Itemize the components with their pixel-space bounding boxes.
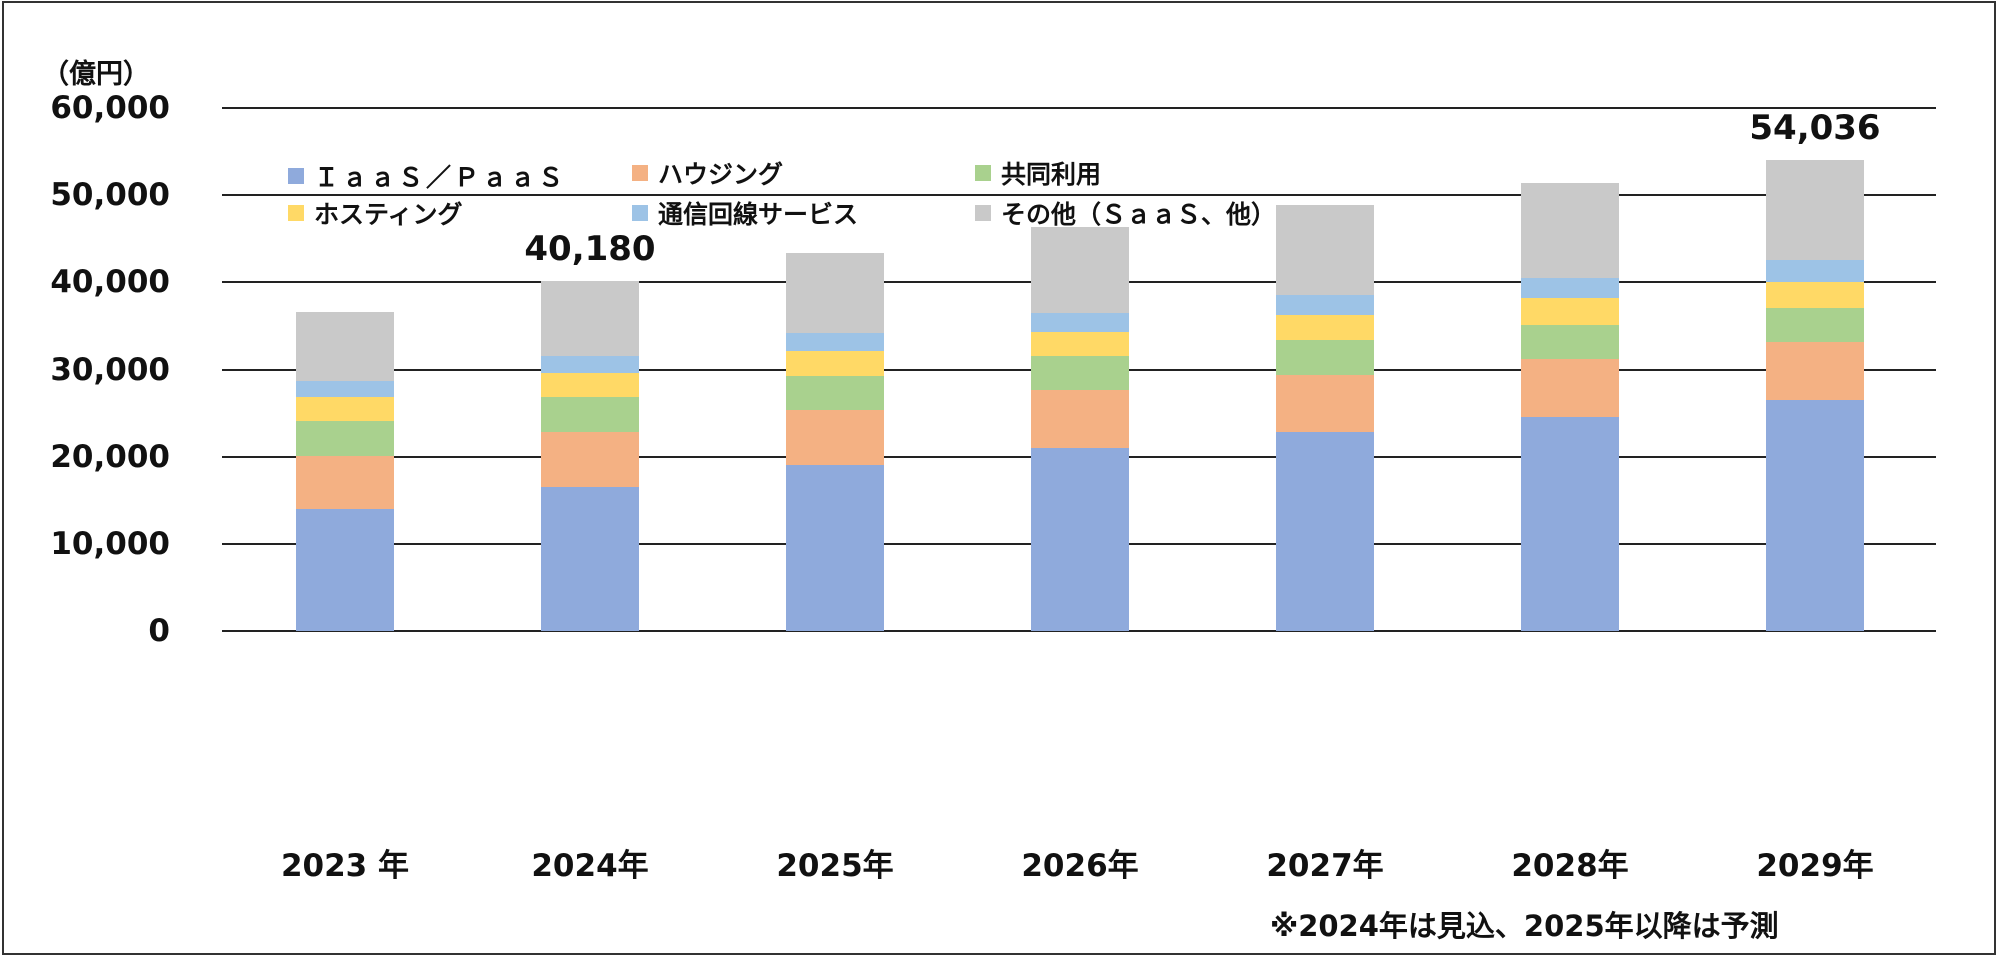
bar-segment [541,431,639,487]
y-tick-label: 20,000 [50,438,170,475]
legend-label: その他（ＳａａＳ、他） [1001,200,1277,229]
bar-segment [1031,356,1129,391]
bar-segment [1276,374,1374,432]
bar-segment [1031,447,1129,631]
bar-segment [541,486,639,631]
stacked-bar [786,253,884,631]
stacked-bar [296,312,394,631]
x-tick-label: 2027年 [1266,848,1384,884]
legend-item-other-saas: その他（ＳａａＳ、他） [975,195,1276,231]
x-tick-label: 2025年 [776,848,894,884]
bar-segment [1521,358,1619,417]
bar-segment [1521,278,1619,299]
bar-segment [1276,340,1374,375]
bar-segment [1276,205,1374,296]
bar-segment [1766,341,1864,401]
y-tick-label: 50,000 [50,177,170,214]
bar-segment [786,465,884,631]
y-tick-label: 30,000 [50,351,170,388]
y-axis-unit-label: （億円） [42,59,150,90]
legend-label: ＩａａＳ／ＰａａＳ [314,163,567,192]
bar-segment [296,396,394,421]
legend-label: ホスティング [314,200,463,229]
bar-segment [1521,182,1619,279]
legend-label: ハウジング [658,160,784,189]
legend-swatch-icon [288,205,304,221]
bar-segment [1766,400,1864,631]
legend-label: 共同利用 [1001,160,1102,189]
bar-segment [786,375,884,410]
legend-swatch-icon [632,165,648,181]
stacked-bar [1521,182,1619,631]
x-tick-label: 2023 年 [280,848,410,884]
x-tick-label: 2024年 [531,848,649,884]
x-tick-label: 2028年 [1511,848,1629,884]
bar-segment [1276,431,1374,631]
stacked-bar [541,280,639,631]
bar-segment [296,420,394,456]
stacked-bar [1766,159,1864,631]
bar-segment [296,312,394,381]
bar-segment [1521,298,1619,325]
bar-segment [1766,159,1864,261]
bar-segment [541,372,639,398]
bar-segment [786,333,884,352]
bar-segment [1276,295,1374,316]
x-tick-label: 2026年 [1021,848,1139,884]
stacked-bar [1031,227,1129,631]
total-value-label: 54,036 [1749,107,1881,148]
bar-segment [1031,313,1129,332]
legend-item-shared-use: 共同利用 [975,155,1101,191]
bar-segment [1521,324,1619,359]
y-tick-label: 60,000 [50,90,170,126]
legend-swatch-icon [288,168,304,184]
bar-segment [1521,416,1619,631]
x-tick-label: 2029年 [1756,848,1874,884]
bar-segment [1276,315,1374,341]
bar-segment [786,351,884,376]
bar-segment [1766,282,1864,309]
bar-segment [1031,331,1129,357]
gridline [222,630,1936,632]
legend-swatch-icon [975,165,991,181]
gridline [222,107,1936,109]
y-tick-label: 10,000 [50,525,170,562]
bar-segment [296,508,394,631]
bar-segment [786,409,884,466]
footnote: ※2024年は見込、2025年以降は予測 [1270,909,1779,943]
total-value-label: 40,180 [524,228,656,269]
legend-swatch-icon [632,205,648,221]
legend-item-network-service: 通信回線サービス [632,195,858,231]
y-tick-label: 0 [148,613,170,649]
legend-item-housing: ハウジング [632,155,783,191]
bar-segment [296,455,394,509]
legend-item-hosting: ホスティング [288,195,463,231]
bar-segment [1031,227,1129,314]
legend-swatch-icon [975,205,991,221]
bar-segment [1766,260,1864,283]
legend-label: 通信回線サービス [658,200,859,229]
bar-segment [1766,308,1864,342]
y-tick-label: 40,000 [50,264,170,301]
bar-segment [541,397,639,432]
stacked-bar [1276,205,1374,631]
bar-segment [786,253,884,334]
bar-segment [296,380,394,397]
legend-item-iaas-paas: ＩａａＳ／ＰａａＳ [288,158,566,194]
bar-segment [541,356,639,373]
bar-segment [541,280,639,357]
bar-segment [1031,390,1129,448]
gridline [222,194,1936,197]
